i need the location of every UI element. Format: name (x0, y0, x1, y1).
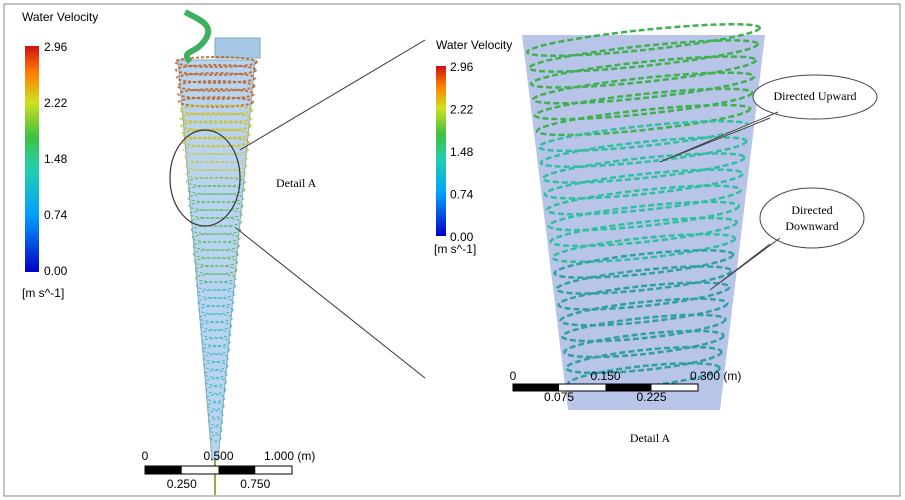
legend-tick: 0.74 (44, 208, 68, 222)
scale-label: 0.075 (544, 390, 574, 404)
scale-segment (145, 466, 182, 474)
scale-label: 0.500 (203, 449, 233, 463)
scale-label: 1.000 (m) (264, 449, 315, 463)
zoom-line (240, 40, 425, 150)
scale-label: 0.250 (167, 477, 197, 491)
callout-text: Downward (785, 219, 838, 233)
inlet-swirl (185, 12, 208, 62)
legend-tick: 2.22 (450, 103, 474, 117)
legend-unit: [m s^-1] (434, 242, 476, 256)
cyclone-view (175, 12, 260, 495)
scale-label: 0 (142, 449, 149, 463)
figure: Detail A Water Velocity [m s^-1] Water V… (0, 0, 905, 500)
scale-segment (219, 466, 256, 474)
legend-title: Water Velocity (436, 38, 512, 52)
cone (178, 60, 255, 460)
scale-label: 0.225 (636, 390, 666, 404)
color-bar (436, 66, 446, 236)
legend-tick: 2.22 (44, 96, 68, 110)
scale-label: 0.750 (240, 477, 270, 491)
legend-title: Water Velocity (22, 10, 98, 24)
legend-tick: 1.48 (450, 145, 474, 159)
zoom-line (236, 228, 425, 378)
detail-label: Detail A (276, 176, 317, 190)
legend-tick: 2.96 (450, 60, 474, 74)
inlet (215, 38, 260, 58)
caption: Detail A (630, 431, 671, 445)
callout-text: Directed (791, 203, 832, 217)
legend-tick: 0.00 (44, 264, 68, 278)
legend-unit: [m s^-1] (22, 286, 64, 300)
legend-tick: 2.96 (44, 40, 68, 54)
legend-tick: 1.48 (44, 152, 68, 166)
scale-label: 0 (510, 369, 517, 383)
scale-label: 0.300 (m) (690, 369, 741, 383)
color-bar (25, 46, 39, 272)
scale-label: 0.150 (590, 369, 620, 383)
callout-text: Directed Upward (774, 89, 857, 103)
legend-tick: 0.74 (450, 188, 474, 202)
legend-tick: 0.00 (450, 230, 474, 244)
